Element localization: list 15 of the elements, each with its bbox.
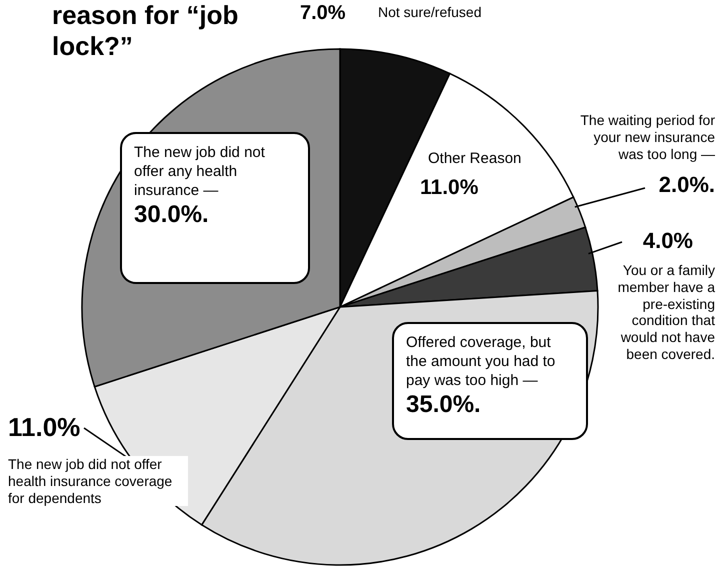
data-label: 35.0%. [406,390,482,420]
data-label: 7.0% [300,2,346,25]
slice-label: Not sure/refused [378,4,482,21]
slice-label: Offered coverage, but the amount you had to pay was too high — [406,334,556,390]
data-label: 11.0% [8,412,80,443]
slice-label: The waiting period for your new insurance was too long — [579,112,715,162]
chart-title: reason for “job lock?” [52,0,240,62]
slice-label: Other Reason [428,150,522,168]
data-label: 30.0%. [134,200,210,230]
slice-label: The new job did not offer health insurance coverage for dependents [8,456,188,506]
data-label: 4.0% [642,228,693,254]
slice-label: The new job did not offer any health insurance — [134,144,266,200]
slice-label: You or a family member have a pre-existing condition that would not have been covered. [616,262,715,363]
data-label: 2.0%. [658,172,715,198]
data-label: 11.0% [420,176,478,200]
